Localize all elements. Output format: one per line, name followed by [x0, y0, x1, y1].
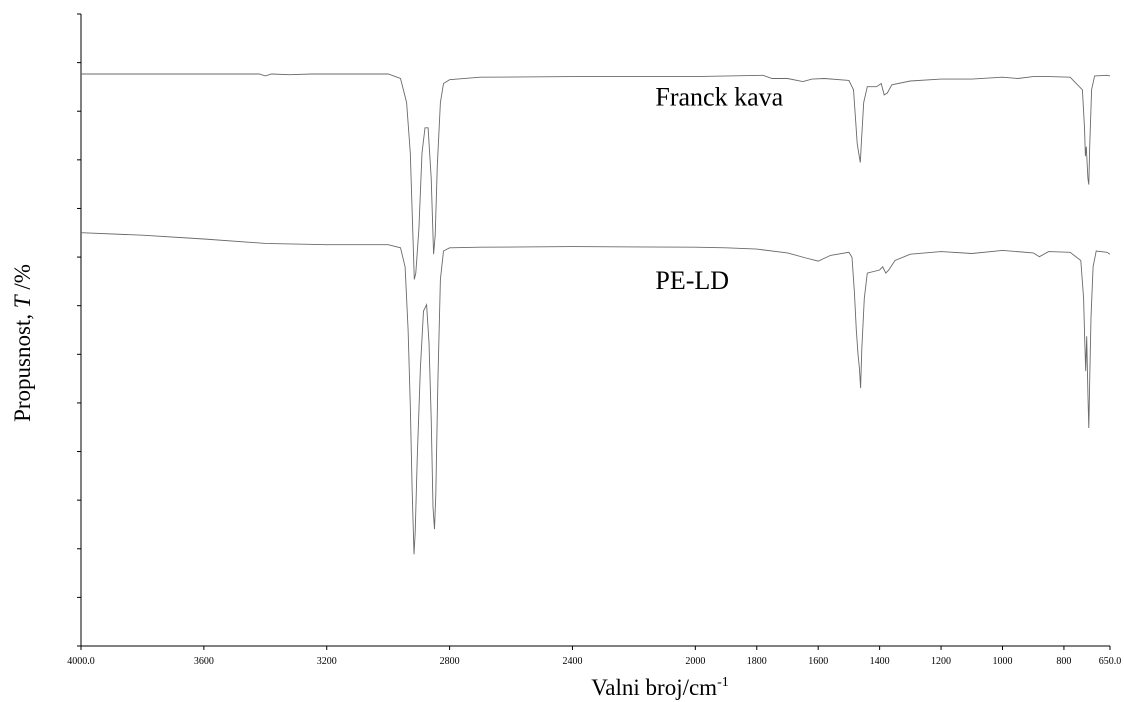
series-layer: [80, 73, 1111, 555]
x-tick-label: 1400: [870, 656, 890, 667]
annotation-layer: Franck kava PE-LD: [655, 83, 783, 295]
x-tick-label: 1200: [931, 656, 951, 667]
x-axis: 4000.0 3600 3200 2800 2400 2000 1800 1600 1400 12…: [67, 645, 1122, 667]
x-axis-title-superscript: -1: [717, 675, 729, 690]
series-line-pe-ld: [80, 232, 1111, 555]
x-tick-label: 2400: [562, 656, 582, 667]
x-tick-label: 800: [1056, 656, 1071, 667]
x-tick-label: 2000: [685, 656, 705, 667]
y-axis: [77, 13, 82, 647]
x-tick-label: 3200: [317, 656, 337, 667]
x-tick-label: 3600: [194, 656, 214, 667]
x-tick-label: 4000.0: [67, 656, 95, 667]
series-line-franck-kava: [81, 73, 1111, 280]
series-label-pe-ld: PE-LD: [655, 266, 729, 295]
x-tick-label: 1000: [992, 656, 1012, 667]
y-axis-title: Propusnost, T /%: [10, 264, 35, 422]
x-tick-label: 1600: [808, 656, 828, 667]
series-label-franck-kava: Franck kava: [655, 83, 783, 112]
x-tick-label: 2800: [440, 656, 460, 667]
x-tick-label: 650.0: [1099, 656, 1122, 667]
x-tick-label: 1800: [747, 656, 767, 667]
x-axis-title: Valni broj/cm-1: [591, 675, 729, 700]
